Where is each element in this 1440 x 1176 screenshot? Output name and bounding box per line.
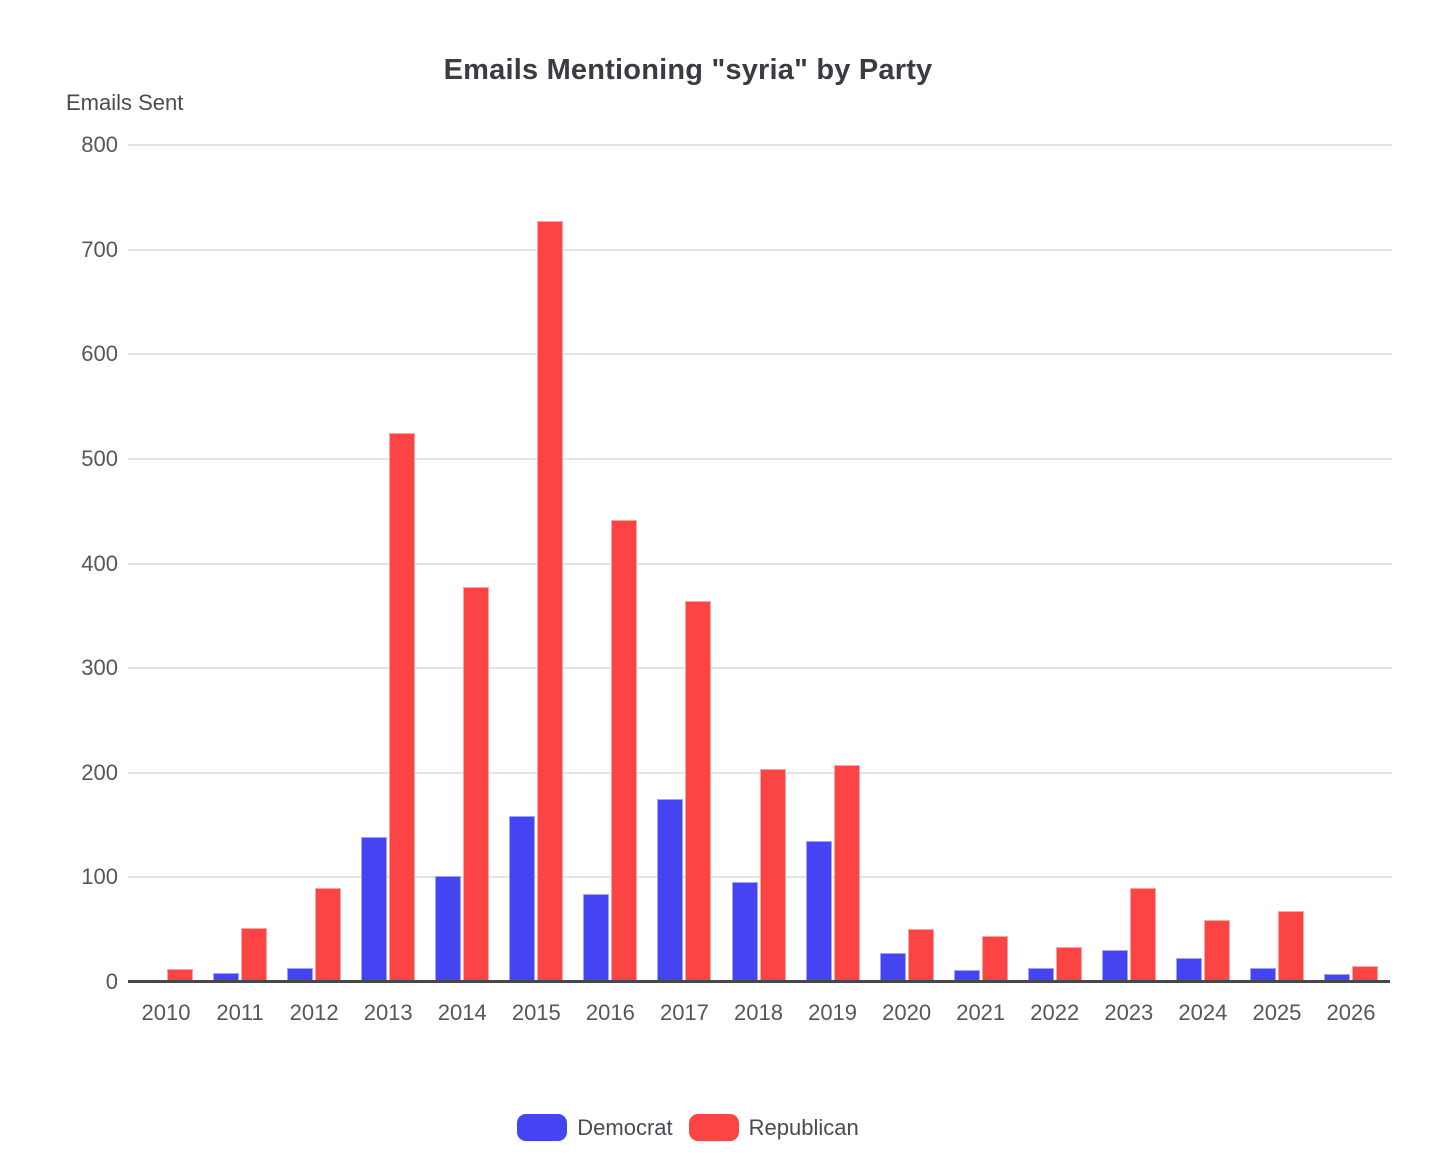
legend-swatch-democrat: [517, 1114, 568, 1141]
bar-democrat-2014[interactable]: [435, 876, 462, 982]
gridline-y-300: [128, 667, 1392, 670]
bar-republican-2012[interactable]: [315, 887, 342, 982]
bar-republican-2025[interactable]: [1277, 910, 1304, 982]
bar-republican-2020[interactable]: [907, 928, 934, 982]
y-tick-label: 300: [81, 655, 118, 681]
y-tick-label: 200: [81, 759, 118, 785]
bar-republican-2022[interactable]: [1055, 947, 1082, 982]
gridline-y-800: [128, 144, 1392, 146]
legend: Democrat Republican: [0, 1114, 1376, 1141]
legend-item-democrat[interactable]: Democrat: [517, 1114, 673, 1141]
chart-title: Emails Mentioning "syria" by Party: [443, 54, 933, 86]
bar-democrat-2020[interactable]: [879, 952, 906, 982]
bar-republican-2011[interactable]: [241, 927, 268, 982]
y-tick-label: 400: [81, 550, 118, 576]
x-tick-label: 2010: [141, 1000, 191, 1025]
legend-label: Republican: [748, 1114, 859, 1140]
legend-swatch-republican: [688, 1114, 739, 1141]
x-tick-label: 2023: [1104, 1000, 1154, 1025]
x-tick-label: 2013: [363, 1000, 413, 1025]
bar-democrat-2019[interactable]: [805, 840, 832, 982]
bar-democrat-2024[interactable]: [1175, 957, 1202, 982]
bar-republican-2023[interactable]: [1129, 887, 1156, 982]
y-axis-title: Emails Sent: [66, 90, 184, 115]
legend-label: Democrat: [577, 1114, 673, 1140]
bar-democrat-2016[interactable]: [583, 894, 610, 982]
x-axis-line: [128, 980, 1390, 983]
plot-area: [128, 144, 1392, 983]
x-tick-label: 2011: [216, 1000, 264, 1025]
y-tick-label: 500: [81, 445, 118, 471]
x-tick-label: 2019: [808, 1000, 858, 1025]
x-tick-label: 2022: [1030, 1000, 1080, 1025]
bar-democrat-2013[interactable]: [361, 836, 388, 982]
x-tick-label: 2012: [289, 1000, 339, 1025]
bar-democrat-2015[interactable]: [509, 815, 536, 982]
bar-republican-2017[interactable]: [685, 601, 712, 982]
x-tick-label: 2018: [734, 1000, 783, 1025]
gridline-y-700: [128, 248, 1392, 251]
gridline-y-600: [128, 353, 1392, 356]
x-tick-label: 2021: [956, 1000, 1006, 1025]
x-tick-label: 2024: [1178, 1000, 1228, 1025]
bar-republican-2019[interactable]: [833, 765, 860, 982]
y-tick-label: 600: [81, 341, 118, 367]
x-tick-label: 2020: [882, 1000, 932, 1025]
x-tick-label: 2025: [1252, 1000, 1302, 1025]
x-tick-label: 2026: [1326, 1000, 1376, 1025]
bar-republican-2013[interactable]: [389, 432, 416, 982]
bar-democrat-2018[interactable]: [731, 881, 758, 982]
gridline-y-400: [128, 562, 1392, 565]
y-tick-label: 800: [81, 132, 118, 157]
x-tick-label: 2016: [585, 1000, 635, 1025]
bar-democrat-2017[interactable]: [657, 798, 684, 982]
y-tick-label: 700: [81, 236, 118, 262]
legend-item-republican[interactable]: Republican: [688, 1114, 859, 1141]
x-tick-label: 2015: [511, 1000, 561, 1025]
bar-republican-2024[interactable]: [1203, 920, 1230, 982]
bar-republican-2015[interactable]: [537, 221, 564, 982]
bar-republican-2018[interactable]: [759, 768, 786, 982]
bar-republican-2021[interactable]: [981, 935, 1008, 982]
x-tick-label: 2014: [437, 1000, 487, 1025]
bar-democrat-2023[interactable]: [1101, 949, 1128, 982]
y-tick-label: 0: [105, 969, 118, 994]
x-tick-label: 2017: [659, 1000, 709, 1025]
gridline-y-500: [128, 457, 1392, 460]
y-tick-label: 100: [81, 864, 118, 890]
bar-republican-2016[interactable]: [611, 519, 638, 982]
bar-republican-2014[interactable]: [463, 586, 490, 982]
